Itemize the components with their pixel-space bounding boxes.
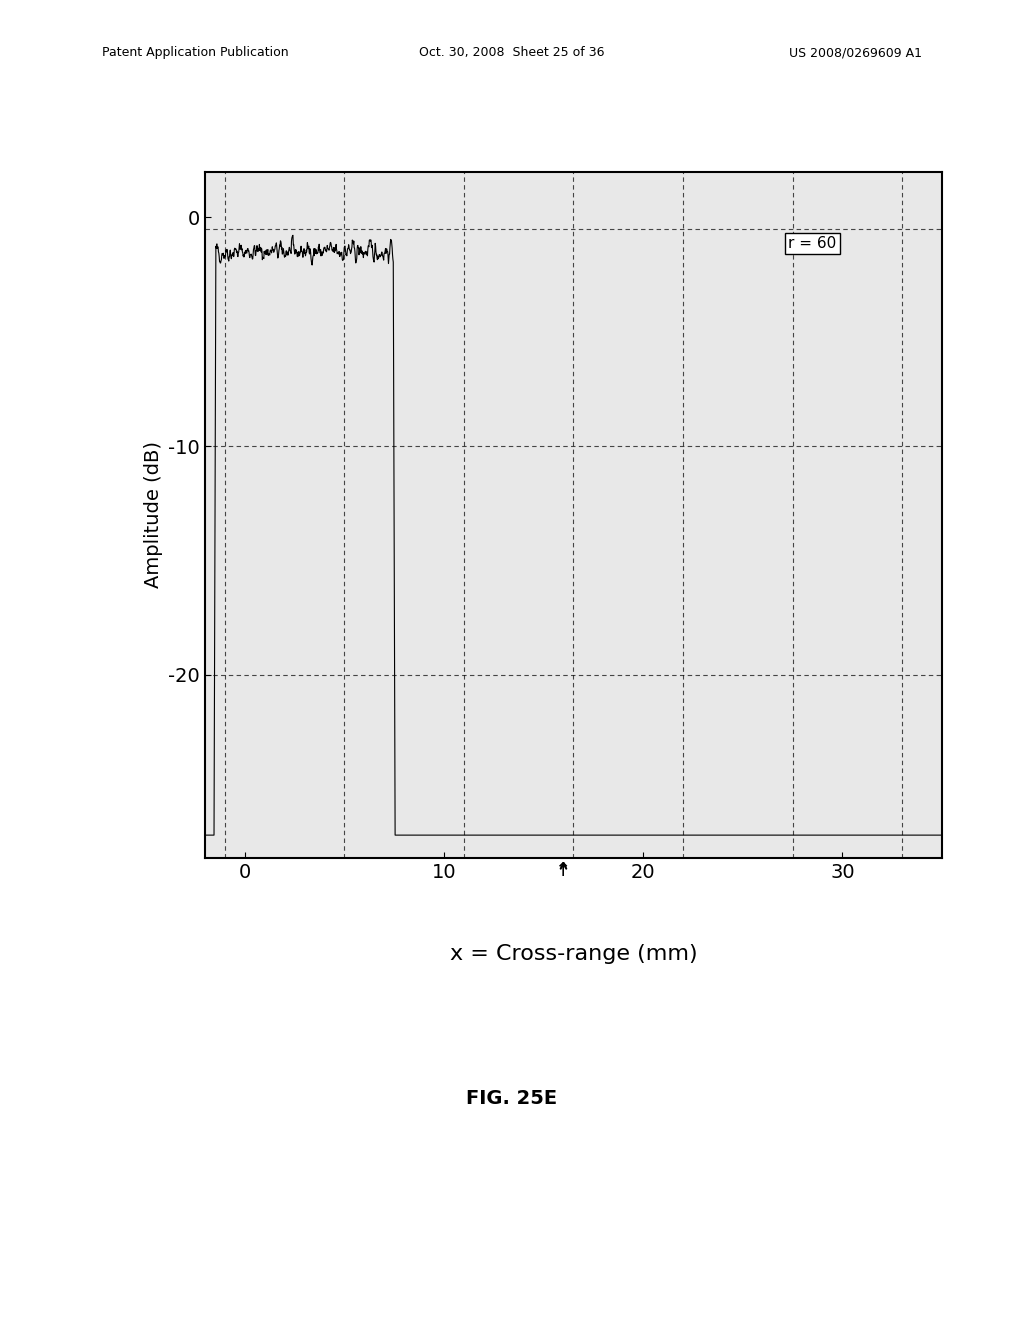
Text: ↑: ↑	[555, 861, 571, 879]
Text: US 2008/0269609 A1: US 2008/0269609 A1	[788, 46, 922, 59]
Y-axis label: Amplitude (dB): Amplitude (dB)	[143, 441, 163, 589]
Text: FIG. 25E: FIG. 25E	[467, 1089, 557, 1107]
Text: r = 60: r = 60	[788, 236, 837, 251]
Text: Oct. 30, 2008  Sheet 25 of 36: Oct. 30, 2008 Sheet 25 of 36	[419, 46, 605, 59]
Text: Patent Application Publication: Patent Application Publication	[102, 46, 289, 59]
Text: x = Cross-range (mm): x = Cross-range (mm)	[450, 944, 697, 964]
